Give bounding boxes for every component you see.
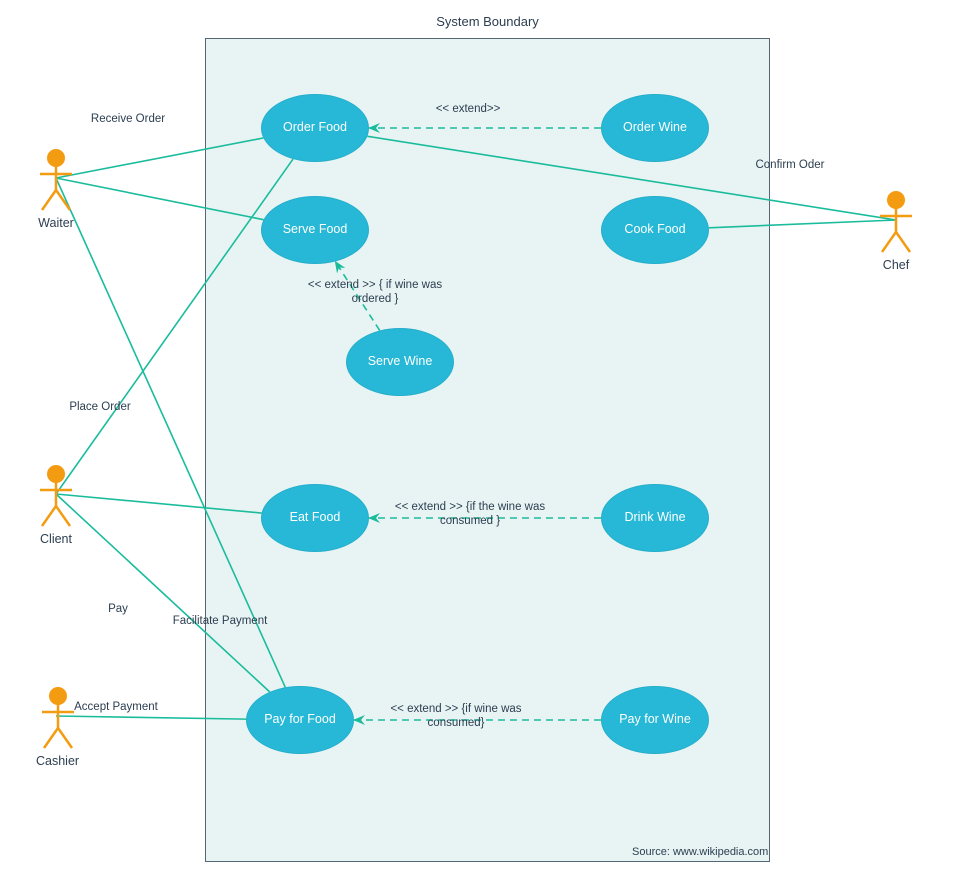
actor-label: Chef bbox=[883, 258, 909, 272]
usecase-label: Serve Food bbox=[283, 222, 348, 238]
system-boundary-title: System Boundary bbox=[205, 14, 770, 29]
actor-chef: Chef bbox=[876, 190, 916, 272]
actor-client: Client bbox=[36, 464, 76, 546]
edge-label-cashier-payfood: Accept Payment bbox=[36, 700, 196, 714]
usecase-label: Cook Food bbox=[624, 222, 685, 238]
usecase-serve-wine: Serve Wine bbox=[346, 328, 454, 396]
usecase-eat-food: Eat Food bbox=[261, 484, 369, 552]
edge-label-orderwine-orderfood: << extend>> bbox=[388, 102, 548, 116]
usecase-label: Order Wine bbox=[623, 120, 687, 136]
source-note: Source: www.wikipedia.com bbox=[632, 846, 768, 858]
usecase-pay-food: Pay for Food bbox=[246, 686, 354, 754]
usecase-label: Order Food bbox=[283, 120, 347, 136]
edge-label-paywine-payfood: << extend >> {if wine was consumed} bbox=[376, 702, 536, 731]
edge-label-waiter-orderfood: Receive Order bbox=[48, 112, 208, 126]
usecase-serve-food: Serve Food bbox=[261, 196, 369, 264]
edge-label-client-payfood: Pay bbox=[38, 602, 198, 616]
usecase-label: Pay for Wine bbox=[619, 712, 691, 728]
usecase-label: Pay for Food bbox=[264, 712, 336, 728]
usecase-cook-food: Cook Food bbox=[601, 196, 709, 264]
usecase-pay-wine: Pay for Wine bbox=[601, 686, 709, 754]
usecase-order-wine: Order Wine bbox=[601, 94, 709, 162]
usecase-order-food: Order Food bbox=[261, 94, 369, 162]
edge-label-drinkwine-eatfood: << extend >> {if the wine was consumed } bbox=[390, 500, 550, 529]
actor-label: Cashier bbox=[36, 754, 79, 768]
usecase-label: Eat Food bbox=[290, 510, 341, 526]
edge-label-client-orderfood: Place Order bbox=[20, 400, 180, 414]
actor-label: Waiter bbox=[38, 216, 74, 230]
edge-label-servewine-servefood: << extend >> { if wine was ordered } bbox=[295, 278, 455, 307]
edge-label-chef-orderfood: Confirm Oder bbox=[710, 158, 870, 172]
usecase-drink-wine: Drink Wine bbox=[601, 484, 709, 552]
actor-cashier: Cashier bbox=[36, 686, 79, 768]
actor-waiter: Waiter bbox=[36, 148, 76, 230]
usecase-label: Drink Wine bbox=[624, 510, 685, 526]
usecase-label: Serve Wine bbox=[368, 354, 433, 370]
diagram-canvas: System Boundary Order Food Order Wine Serv… bbox=[0, 0, 955, 872]
actor-label: Client bbox=[40, 532, 72, 546]
